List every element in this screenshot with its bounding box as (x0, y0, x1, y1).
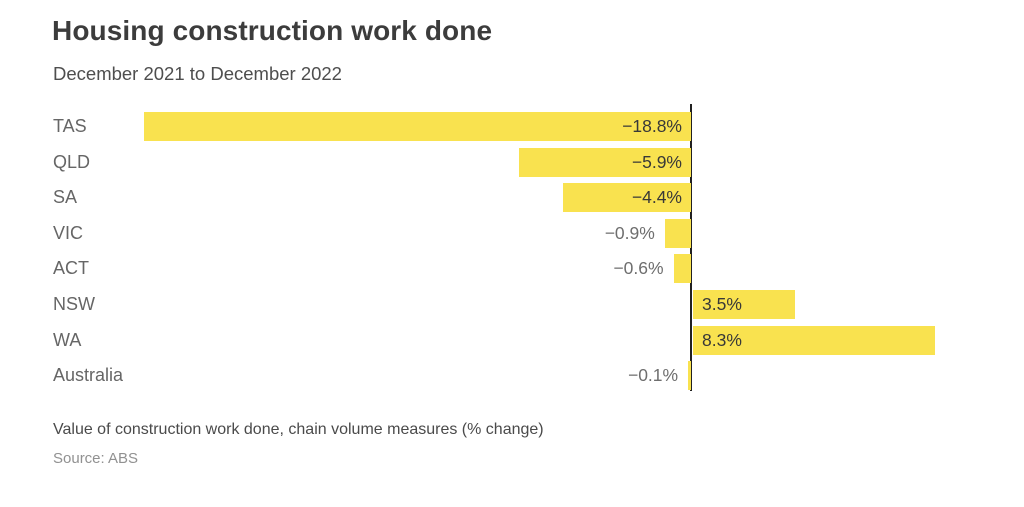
category-label: TAS (53, 116, 87, 136)
value-label: −0.6% (613, 258, 664, 278)
category-label: VIC (53, 223, 84, 243)
zero-baseline (690, 104, 692, 391)
category-label: ACT (53, 258, 89, 278)
value-label: 3.5% (702, 294, 742, 314)
value-label: −18.8% (622, 116, 682, 136)
bar-australia (688, 361, 691, 390)
chart-subtitle: December 2021 to December 2022 (53, 63, 342, 84)
category-label: Australia (53, 365, 124, 385)
chart-note: Value of construction work done, chain v… (53, 421, 544, 438)
category-label: SA (53, 187, 78, 207)
category-label: NSW (53, 294, 95, 314)
bar-tas (143, 112, 691, 141)
bar-wa (693, 326, 935, 355)
bar-qld (519, 148, 691, 177)
value-label: 8.3% (702, 330, 742, 350)
value-label: −0.9% (604, 223, 655, 243)
value-label: −5.9% (631, 152, 682, 172)
bar-act (673, 254, 691, 283)
bar-nsw (693, 290, 795, 319)
chart-source: Source: ABS (53, 450, 139, 467)
category-label: QLD (53, 152, 91, 172)
value-label: −4.4% (631, 187, 682, 207)
value-label: −0.1% (627, 365, 679, 385)
bar-vic (664, 219, 691, 248)
category-label: WA (53, 330, 82, 350)
chart-title: Housing construction work done (52, 15, 493, 46)
bar-sa (562, 183, 691, 212)
